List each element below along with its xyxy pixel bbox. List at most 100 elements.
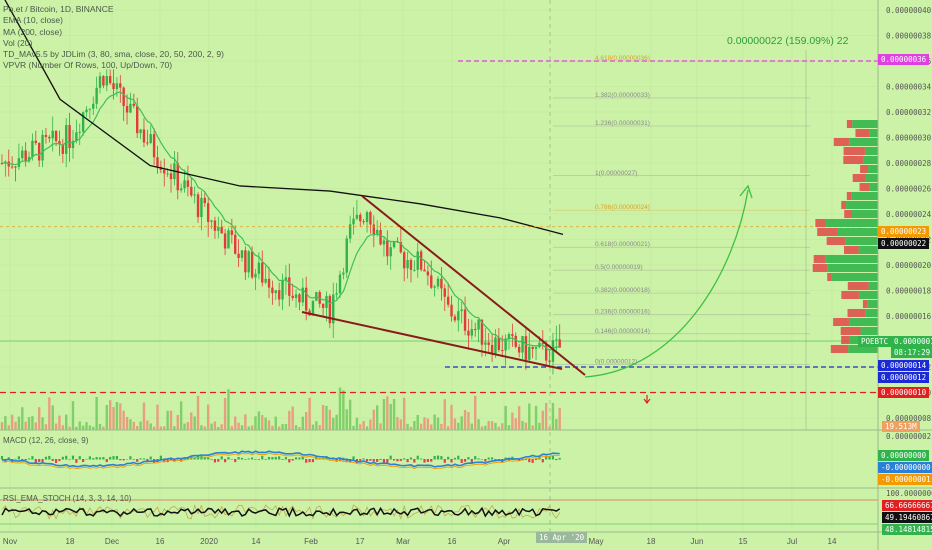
macd-histogram-bar [240,457,244,460]
macd-histogram-bar [139,458,142,460]
volume-bar [355,417,359,430]
volume-bar [267,420,271,430]
vpvr-bar-down [852,174,866,182]
macd-histogram-bar [261,455,264,460]
macd-histogram-bar [38,459,41,462]
rsi-panel [0,499,878,525]
candle-body [443,288,446,297]
volume-bar [298,426,301,430]
candle-body [365,212,369,223]
vpvr-bar-down [862,300,868,308]
candle-body [507,334,511,339]
macd-histogram-bar [294,457,298,460]
macd-histogram-bar [223,459,227,463]
y-tick-label: 0.00000020 [886,261,932,270]
candle-body [176,163,179,191]
candle-body [237,253,240,258]
macd-histogram-bar [227,457,230,460]
candle-body [31,140,34,157]
macd-histogram-bar [163,459,166,463]
volume-bar [460,416,463,430]
macd-histogram-bar [281,459,284,460]
candle-body [230,230,234,235]
fib-label: 0.786(0.00000024) [595,204,650,211]
macd-histogram-bar [146,459,149,462]
candle-body [338,274,342,294]
macd-histogram-bar [98,457,102,460]
vpvr-bar-up [825,255,878,263]
macd-histogram-bar [284,457,288,460]
volume-bar [102,426,105,430]
macd-histogram-bar [298,457,301,460]
volume-bar [169,410,173,430]
macd-histogram-bar [213,459,217,463]
macd-histogram-bar [82,459,85,462]
vpvr-bar-down [860,165,869,173]
candle-body [75,132,78,141]
volume-bar [514,418,517,430]
volume-bar [71,401,75,430]
volume-bar [305,411,308,430]
vpvr-bar-down [846,120,853,128]
volume-bar [352,425,355,430]
volume-bar [129,419,132,430]
candle-body [430,275,433,288]
macd-histogram-bar [230,459,233,460]
volume-bar [227,389,230,430]
vpvr-bar-up [831,273,878,281]
candle-body [342,272,345,275]
rsi-badge-green: 48.14814815 [882,524,932,535]
candle-body [220,226,223,234]
volume-bar [494,422,497,430]
macd-histogram-bar [409,457,413,460]
vpvr-bar-down [840,327,861,335]
volume-bar [122,410,125,430]
macd-histogram-bar [271,457,274,460]
candle-body [44,134,48,137]
macd-histogram-bar [423,459,426,463]
candle-body [65,125,68,154]
volume-bar [335,414,338,430]
macd-line [1,450,560,468]
volume-bar [10,414,14,430]
x-tick-label: 14 [828,537,837,546]
volume-bar [386,396,389,430]
volume-bar [78,421,81,430]
volume-bar [152,426,156,430]
volume-bar [220,424,223,430]
volume-bar [555,419,558,430]
volume-bar [136,426,139,430]
candle-body [250,251,254,278]
macd-histogram-bar [420,458,423,460]
volume-bar [311,424,315,430]
volume-bar [477,419,480,430]
macd-histogram-bar [71,455,75,460]
x-tick-label: Feb [304,537,318,546]
vpvr-bar-up [869,129,878,137]
macd-histogram-bar [494,459,497,461]
vpvr-bar-down [841,336,850,344]
candle-body [352,218,355,225]
macd-histogram-bar [65,455,68,460]
candle-body [460,309,463,312]
vpvr-bar-up [868,282,878,290]
x-tick-label: Apr [498,537,511,546]
candle-body [277,290,281,300]
macd-histogram-bar [142,458,146,460]
macd-histogram-bar [217,459,220,462]
candles [0,69,561,375]
badge-countdown: 08:17:29 [891,347,932,358]
volume-bar [392,398,396,430]
candle-body [305,287,308,311]
volume-bar [200,425,203,430]
macd-histogram-bar [210,459,213,460]
volume-bar [507,425,511,430]
candle-body [142,129,146,143]
candle-body [426,271,430,276]
candle-body [146,142,149,144]
macd-histogram-bar [477,458,480,460]
candle-body [386,240,389,257]
candle-body [345,238,348,273]
volume-bar [88,425,92,430]
